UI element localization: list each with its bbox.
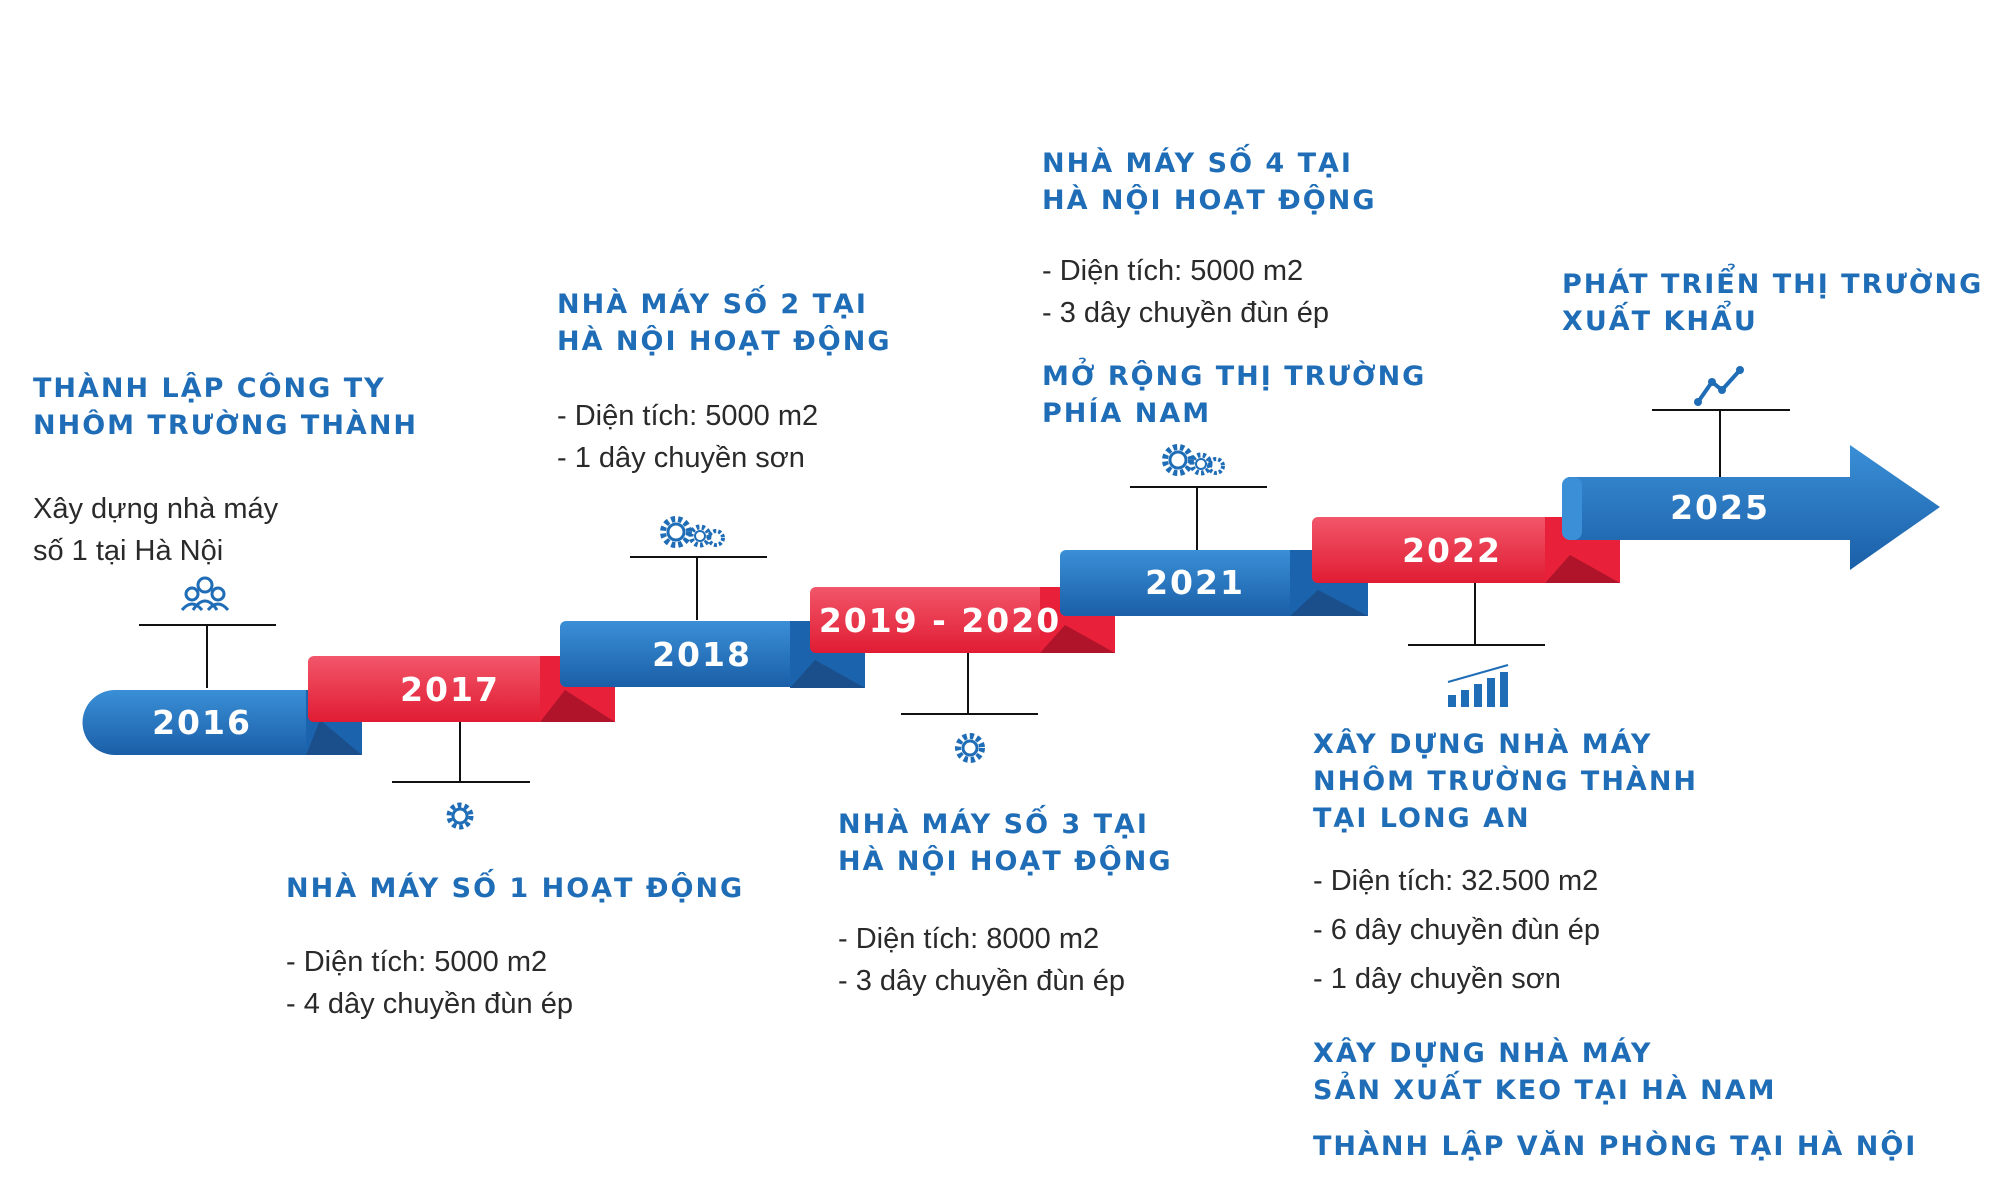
detail-line: - 4 dây chuyền đùn ép [286,988,573,1020]
detail-line: - 1 dây chuyền sơn [557,442,805,474]
title-line: PHÍA NAM [1042,398,1212,429]
event-2021-title: NHÀ MÁY SỐ 4 TẠI HÀ NỘI HOẠT ĐỘNG [1042,145,1376,219]
title-line: THÀNH LẬP VĂN PHÒNG TẠI HÀ NỘI [1313,1131,1918,1162]
event-2017-details: - Diện tích: 5000 m2 - 4 dây chuyền đùn … [286,941,573,1025]
year-2022: 2022 [1402,531,1502,570]
event-2018-details: - Diện tích: 5000 m2 - 1 dây chuyền sơn [557,395,818,479]
title-line: HÀ NỘI HOẠT ĐỘNG [557,326,892,357]
body-line: số 1 tại Hà Nội [33,535,224,567]
body-line: Xây dựng nhà máy [33,493,279,525]
event-2022-title2: XÂY DỰNG NHÀ MÁY SẢN XUẤT KEO TẠI HÀ NAM [1313,1035,1777,1109]
title-line: HÀ NỘI HOẠT ĐỘNG [1042,185,1377,216]
detail-line: - Diện tích: 8000 m2 [838,923,1100,955]
detail-line: - Diện tích: 5000 m2 [1042,255,1304,287]
title-line: NHÀ MÁY SỐ 1 HOẠT ĐỘNG [286,873,745,904]
detail-line: - 3 dây chuyền đùn ép [838,965,1125,997]
detail-line: - 3 dây chuyền đùn ép [1042,297,1329,329]
event-2021-title2: MỞ RỘNG THỊ TRƯỜNG PHÍA NAM [1042,358,1426,432]
year-2017: 2017 [400,670,500,709]
year-2025: 2025 [1670,488,1770,527]
title-line: PHÁT TRIỂN THỊ TRƯỜNG [1562,269,1984,300]
event-2025-title: PHÁT TRIỂN THỊ TRƯỜNG XUẤT KHẨU [1562,266,1983,340]
title-line: NHÔM TRƯỜNG THÀNH [33,410,419,441]
event-2017-title: NHÀ MÁY SỐ 1 HOẠT ĐỘNG [286,870,744,907]
year-2018: 2018 [652,635,752,674]
event-2019-2020-details: - Diện tích: 8000 m2 - 3 dây chuyền đùn … [838,918,1125,1002]
detail-line: - Diện tích: 5000 m2 [557,400,819,432]
detail-line: - 6 dây chuyền đùn ép [1313,914,1600,946]
event-2021-details: - Diện tích: 5000 m2 - 3 dây chuyền đùn … [1042,250,1329,334]
gear-icon [446,802,474,830]
segment-2025-arrow [1545,445,1940,583]
event-2022-details: - Diện tích: 32.500 m2 - 6 dây chuyền đù… [1313,860,1600,1000]
title-line: SẢN XUẤT KEO TẠI HÀ NAM [1313,1075,1777,1106]
title-line: XUẤT KHẨU [1562,306,1758,337]
year-2016: 2016 [152,703,252,742]
title-line: HÀ NỘI HOẠT ĐỘNG [838,846,1173,877]
title-line: NHÔM TRƯỜNG THÀNH [1313,766,1699,797]
bar-chart-icon [1447,664,1509,707]
event-2018-title: NHÀ MÁY SỐ 2 TẠI HÀ NỘI HOẠT ĐỘNG [557,286,891,360]
event-2016-body: Xây dựng nhà máy số 1 tại Hà Nội [33,488,278,572]
event-2016-title: THÀNH LẬP CÔNG TY NHÔM TRƯỜNG THÀNH [33,370,418,444]
title-line: MỞ RỘNG THỊ TRƯỜNG [1042,361,1427,392]
title-line: NHÀ MÁY SỐ 3 TẠI [838,809,1149,840]
detail-line: - 1 dây chuyền sơn [1313,963,1561,995]
gear-icon [955,733,985,763]
year-2019-2020: 2019 - 2020 [819,601,1061,640]
event-2022-title3: THÀNH LẬP VĂN PHÒNG TẠI HÀ NỘI [1313,1128,1917,1165]
segment-2017 [306,656,615,755]
title-line: XÂY DỰNG NHÀ MÁY [1313,1038,1653,1069]
detail-line: - Diện tích: 5000 m2 [286,946,548,978]
connectors [139,409,1790,783]
title-line: XÂY DỰNG NHÀ MÁY [1313,729,1653,760]
event-2022-title: XÂY DỰNG NHÀ MÁY NHÔM TRƯỜNG THÀNH TẠI L… [1313,726,1698,837]
event-2019-2020-title: NHÀ MÁY SỐ 3 TẠI HÀ NỘI HOẠT ĐỘNG [838,806,1172,880]
detail-line: - Diện tích: 32.500 m2 [1313,865,1599,897]
gears-icon [1162,444,1225,476]
people-icon [180,576,230,612]
gears-icon [660,516,725,548]
trend-line-icon [1694,366,1744,406]
year-2021: 2021 [1145,563,1245,602]
title-line: NHÀ MÁY SỐ 4 TẠI [1042,148,1353,179]
title-line: NHÀ MÁY SỐ 2 TẠI [557,289,868,320]
title-line: TẠI LONG AN [1313,803,1531,834]
title-line: THÀNH LẬP CÔNG TY [33,373,386,404]
